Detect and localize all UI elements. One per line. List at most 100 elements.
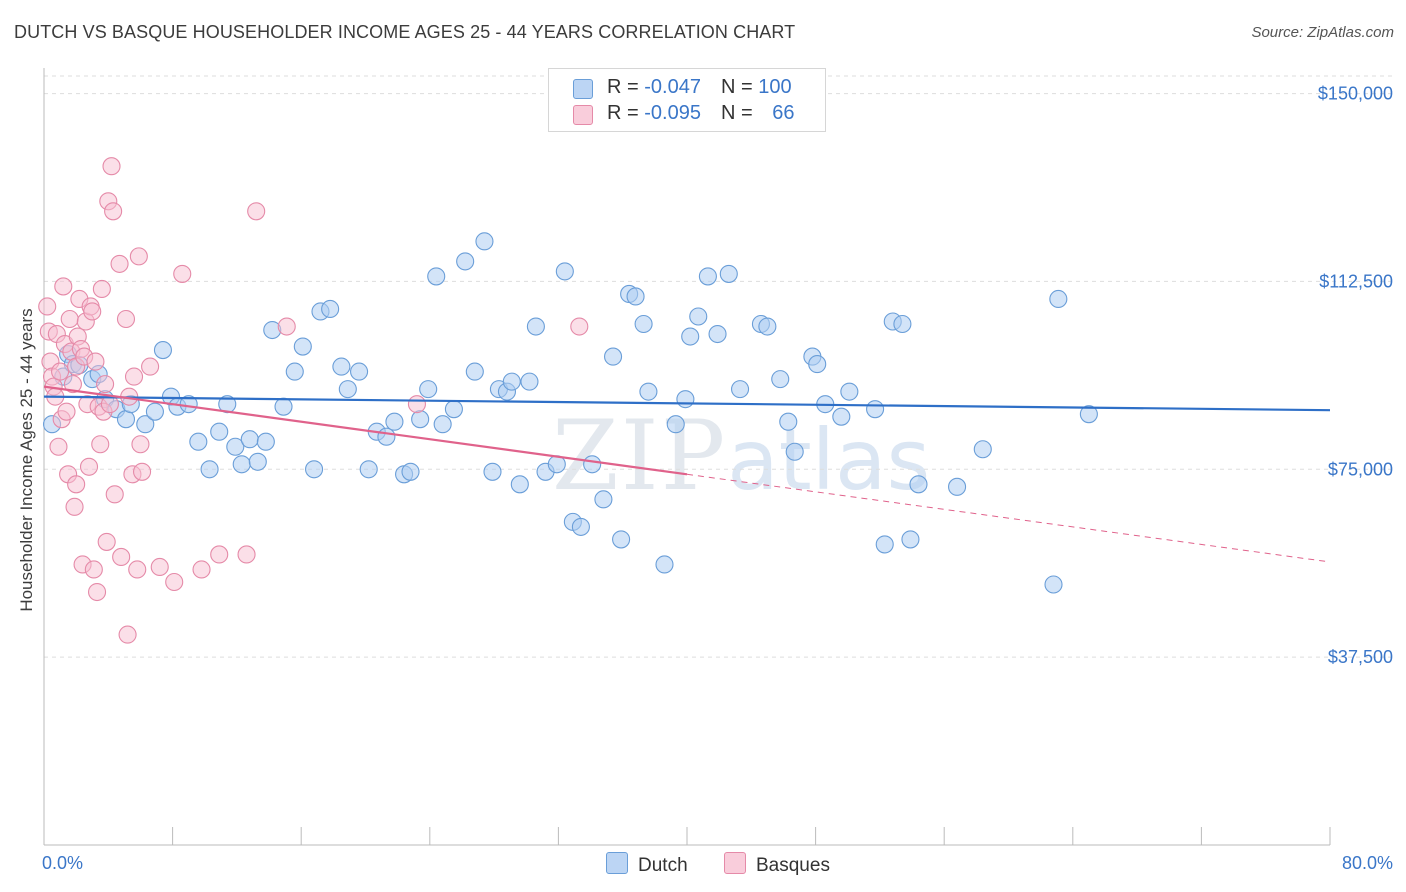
dutch-point xyxy=(1079,405,1098,424)
dutch-point xyxy=(730,380,750,399)
dutch-point xyxy=(189,432,208,451)
dutch-point xyxy=(771,370,790,389)
bottom-dutch-swatch xyxy=(606,852,628,874)
dutch-point xyxy=(571,517,590,536)
basque-point xyxy=(131,435,150,454)
basque-point xyxy=(49,437,68,456)
dutch-point xyxy=(779,412,798,431)
basque-point xyxy=(65,497,84,516)
dutch-point xyxy=(676,390,695,409)
dutch-point xyxy=(510,475,529,494)
x-tick-labels: 0.0% 80.0% xyxy=(42,853,1393,873)
dutch-point xyxy=(274,397,293,416)
basque-n-label: N = xyxy=(720,102,759,124)
basque-point xyxy=(129,247,148,266)
basque-point xyxy=(104,202,123,221)
dutch-point xyxy=(681,327,700,346)
dutch-point xyxy=(655,555,674,574)
basque-point xyxy=(165,572,184,592)
dutch-point xyxy=(411,410,430,429)
dutch-point xyxy=(210,422,229,441)
basque-point xyxy=(116,309,136,329)
dutch-trend-line xyxy=(43,395,1331,412)
dutch-points xyxy=(42,232,1098,594)
basque-point xyxy=(51,362,70,381)
chart-title: DUTCH VS BASQUE HOUSEHOLDER INCOME AGES … xyxy=(14,22,796,42)
dutch-point xyxy=(875,535,894,554)
dutch-point xyxy=(901,530,920,549)
dutch-point xyxy=(948,477,967,496)
dutch-point xyxy=(256,432,275,451)
dutch-point xyxy=(583,455,602,474)
dutch-point xyxy=(350,362,369,381)
basque-point xyxy=(83,302,102,321)
basque-point xyxy=(407,395,426,414)
dutch-point xyxy=(240,430,259,449)
basque-point xyxy=(110,254,129,273)
basque-point xyxy=(247,202,266,221)
watermark-atlas: atlas xyxy=(727,411,931,509)
basque-point xyxy=(86,352,105,371)
dutch-point xyxy=(502,372,521,391)
dutch-point xyxy=(285,362,304,381)
dutch-point xyxy=(840,382,859,401)
dutch-point xyxy=(1044,575,1063,594)
dutch-point xyxy=(634,314,653,334)
basque-point xyxy=(570,317,589,336)
dutch-point xyxy=(359,460,378,479)
source-credit: Source: ZipAtlas.com xyxy=(1251,24,1394,41)
dutch-point xyxy=(444,400,463,419)
dutch-point xyxy=(153,341,173,360)
dutch-point xyxy=(427,267,446,286)
trend-lines xyxy=(43,385,1331,563)
basque-point xyxy=(133,462,152,481)
dutch-point xyxy=(785,442,804,461)
y-tick-label: $150,000 xyxy=(1318,84,1393,104)
basque-point xyxy=(96,375,115,394)
basque-point xyxy=(124,367,144,386)
basque-point xyxy=(192,560,211,579)
dutch-point xyxy=(456,252,475,271)
basque-point xyxy=(84,560,103,579)
basque-point xyxy=(128,560,147,579)
dutch-point xyxy=(419,380,438,399)
y-tick-labels: $37,500 $75,000 $112,500 $150,000 xyxy=(1318,84,1393,668)
basque-point xyxy=(237,545,256,564)
dutch-point xyxy=(200,460,219,479)
grid-lines xyxy=(44,75,1392,658)
dutch-point xyxy=(226,437,245,456)
basque-point xyxy=(92,279,111,298)
basque-swatch xyxy=(573,105,593,125)
dutch-point xyxy=(145,402,164,421)
basque-point xyxy=(67,475,86,494)
basque-point xyxy=(91,435,110,454)
dutch-n-label: N = xyxy=(720,76,759,98)
dutch-point xyxy=(1049,289,1068,309)
dutch-point xyxy=(708,324,727,344)
dutch-point xyxy=(526,317,545,336)
basque-point xyxy=(54,277,73,296)
x-tick-label-min: 0.0% xyxy=(42,853,83,873)
axes xyxy=(43,68,1331,846)
basque-point xyxy=(150,557,169,577)
dutch-point xyxy=(136,415,155,434)
basque-n-value: 66 xyxy=(772,102,795,124)
basque-point xyxy=(102,157,121,176)
dutch-point xyxy=(689,307,708,326)
basque-point xyxy=(277,317,296,336)
dutch-point xyxy=(893,314,912,334)
watermark: ZIPatlas xyxy=(552,400,930,512)
dutch-point xyxy=(433,415,452,434)
dutch-point xyxy=(321,299,340,319)
y-tick-label: $37,500 xyxy=(1328,647,1393,667)
basque-point xyxy=(141,357,160,376)
basque-point xyxy=(210,545,229,564)
bottom-legend-basques: Basques xyxy=(724,852,830,877)
basque-point xyxy=(57,402,76,421)
x-tick-label-max: 80.0% xyxy=(1342,853,1393,873)
basque-point xyxy=(97,532,116,551)
basque-point xyxy=(118,625,137,644)
basque-point xyxy=(105,485,124,504)
dutch-point xyxy=(401,462,420,481)
